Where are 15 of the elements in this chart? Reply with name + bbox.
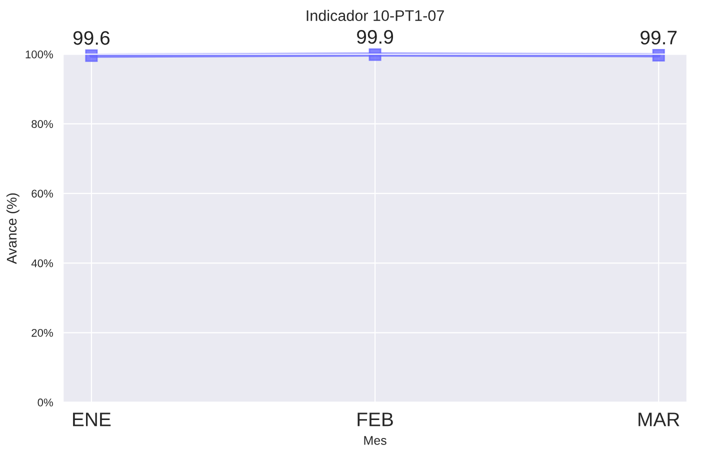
data-label: 99.9 — [357, 30, 394, 44]
x-tick-label: ENE — [73, 412, 111, 426]
y-axis-title: Avance (%) — [6, 193, 20, 264]
y-tick-label: 0% — [38, 398, 53, 406]
data-label: 99.6 — [73, 31, 110, 45]
y-tick-label: 20% — [32, 328, 53, 337]
data-label: 99.7 — [640, 30, 677, 44]
y-tick-label: 100% — [26, 50, 53, 58]
x-tick-label: FEB — [358, 412, 393, 426]
chart-title: Indicador 10-PT1-07 — [306, 10, 444, 22]
x-tick-label: MAR — [638, 412, 680, 426]
y-tick-label: 80% — [32, 120, 53, 128]
x-axis-title: Mes — [364, 436, 386, 445]
y-tick-label: 60% — [32, 190, 53, 198]
y-tick-label: 40% — [31, 259, 53, 268]
